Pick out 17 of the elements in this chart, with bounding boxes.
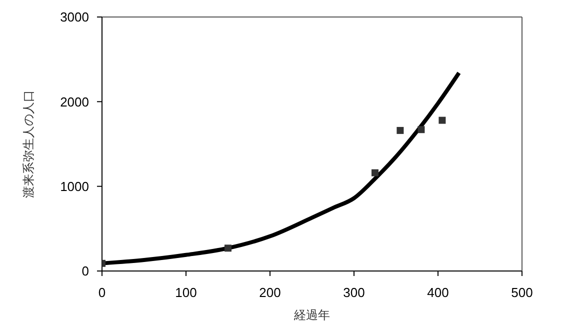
y-tick-label: 0 xyxy=(82,264,89,279)
y-axis-title: 渡来系弥生人の人口 xyxy=(21,90,36,198)
y-tick-label: 3000 xyxy=(60,10,89,25)
x-tick-label: 400 xyxy=(427,285,449,300)
point xyxy=(418,126,425,134)
point xyxy=(224,244,232,252)
y-tick-label: 1000 xyxy=(60,178,89,194)
x-tick-label: 500 xyxy=(511,285,533,300)
x-tick-label: 200 xyxy=(259,285,281,300)
point xyxy=(438,116,446,124)
x-tick-label: 300 xyxy=(343,285,365,300)
point xyxy=(396,126,404,134)
y-tick-label: 2000 xyxy=(60,94,89,110)
x-tick-label: 100 xyxy=(175,285,197,300)
x-tick-label: 0 xyxy=(98,285,106,300)
point xyxy=(372,169,378,176)
x-axis-title: 経過年 xyxy=(293,308,330,321)
